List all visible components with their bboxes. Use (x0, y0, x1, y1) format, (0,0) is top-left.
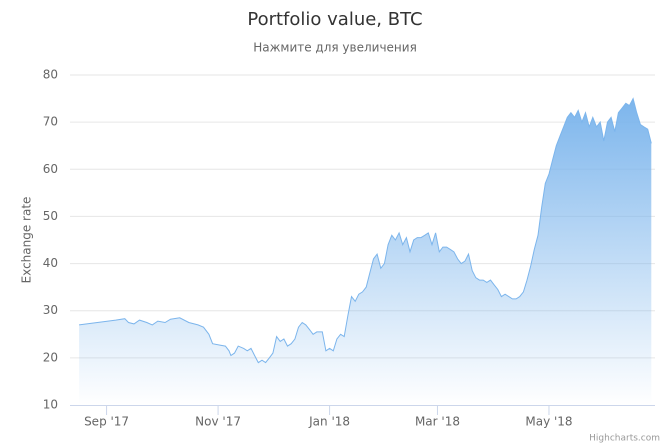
chart-subtitle: Нажмите для увеличения (253, 41, 417, 55)
x-tick-label: Mar '18 (415, 415, 460, 429)
x-tick-label: Jan '18 (308, 415, 350, 429)
x-tick-label: Sep '17 (84, 415, 129, 429)
x-tick-label: May '18 (525, 415, 572, 429)
area-fill (79, 98, 652, 405)
y-tick-label: 70 (43, 115, 58, 129)
y-tick-label: 30 (43, 303, 58, 317)
y-tick-label: 80 (43, 68, 58, 82)
y-tick-label: 40 (43, 256, 58, 270)
chart-title: Portfolio value, BTC (247, 9, 422, 30)
line (79, 97, 652, 364)
y-tick-label: 20 (43, 350, 58, 364)
y-tick-label: 10 (43, 398, 58, 412)
y-axis-title: Exchange rate (20, 197, 34, 284)
y-tick-label: 50 (43, 209, 58, 223)
y-tick-label: 60 (43, 162, 58, 176)
credits[interactable]: Highcharts.com (589, 434, 660, 444)
x-tick-label: Nov '17 (195, 415, 241, 429)
